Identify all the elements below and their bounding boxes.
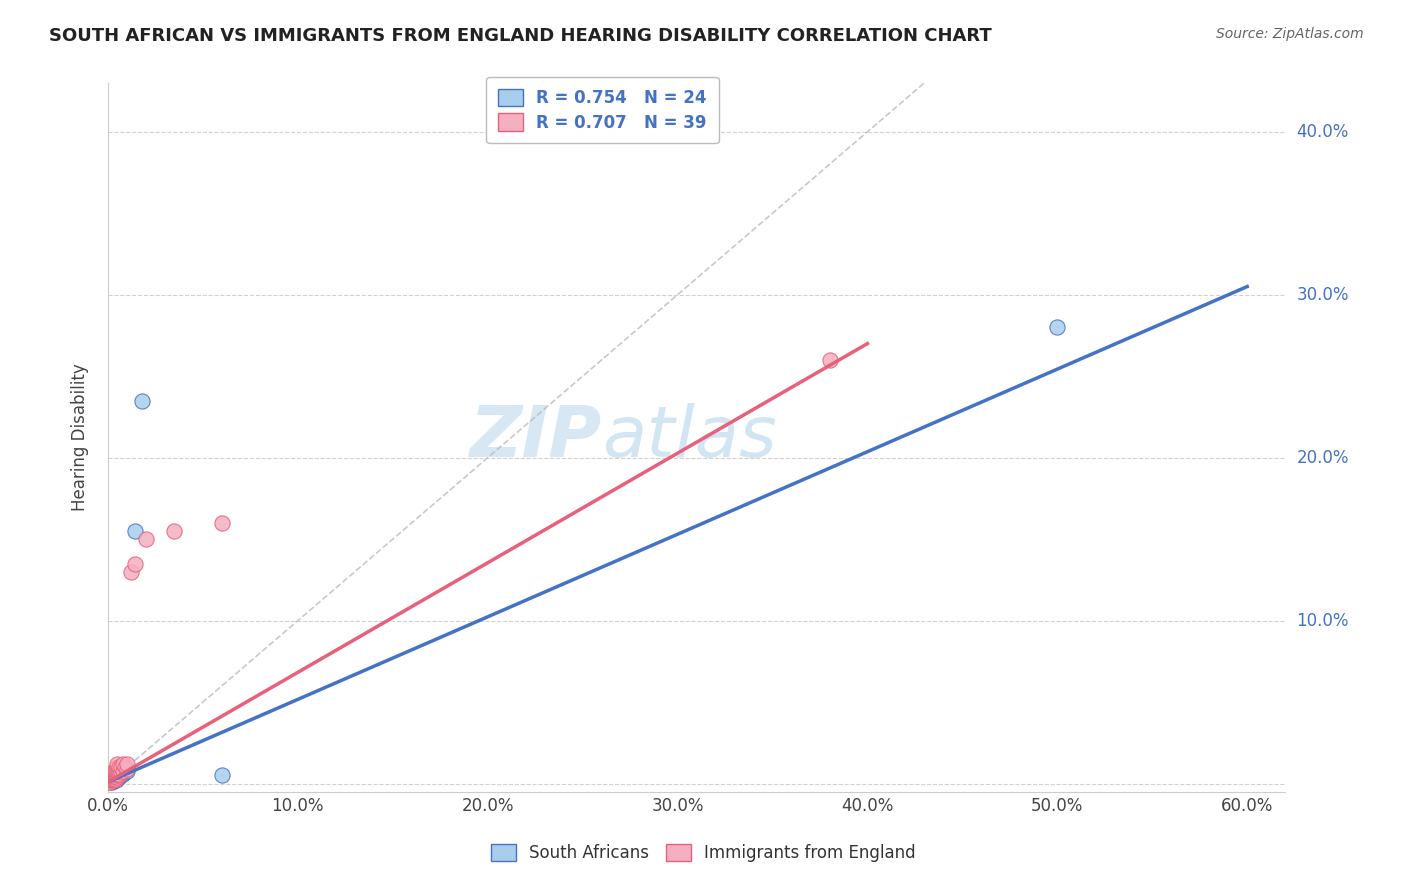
Point <box>110 768 132 782</box>
Point <box>108 766 131 780</box>
Point <box>115 756 138 771</box>
Point <box>103 773 125 788</box>
Text: 30.0%: 30.0% <box>1296 285 1348 303</box>
Point <box>112 756 135 771</box>
Point <box>114 765 136 780</box>
Point <box>112 766 135 780</box>
Point <box>107 768 129 782</box>
Point <box>108 764 131 778</box>
Point <box>98 775 121 789</box>
Point <box>103 773 125 788</box>
Point <box>104 766 127 780</box>
Point <box>114 760 136 774</box>
Point <box>108 768 131 782</box>
Point <box>104 762 127 776</box>
Point <box>108 766 131 780</box>
Point <box>103 766 125 780</box>
Point <box>108 760 131 774</box>
Point <box>112 764 135 778</box>
Point <box>101 768 124 782</box>
Point <box>104 773 127 788</box>
Point <box>104 765 127 780</box>
Point <box>107 766 129 780</box>
Text: 10.0%: 10.0% <box>1296 612 1348 630</box>
Point <box>98 773 121 788</box>
Point <box>101 772 124 786</box>
Point <box>101 770 124 784</box>
Point <box>103 770 125 784</box>
Point <box>115 762 138 776</box>
Point <box>103 768 125 782</box>
Point <box>107 768 129 782</box>
Point <box>818 352 841 367</box>
Point <box>115 764 138 778</box>
Point <box>124 524 146 538</box>
Point <box>103 764 125 778</box>
Point <box>107 756 129 771</box>
Text: atlas: atlas <box>602 403 778 472</box>
Point <box>211 516 233 530</box>
Text: SOUTH AFRICAN VS IMMIGRANTS FROM ENGLAND HEARING DISABILITY CORRELATION CHART: SOUTH AFRICAN VS IMMIGRANTS FROM ENGLAND… <box>49 27 993 45</box>
Text: 20.0%: 20.0% <box>1296 449 1348 467</box>
Point <box>101 772 124 786</box>
Legend: R = 0.754   N = 24, R = 0.707   N = 39: R = 0.754 N = 24, R = 0.707 N = 39 <box>486 77 718 144</box>
Legend: South Africans, Immigrants from England: South Africans, Immigrants from England <box>482 836 924 871</box>
Point <box>120 565 142 579</box>
Point <box>104 770 127 784</box>
Point <box>104 772 127 786</box>
Point <box>101 775 124 789</box>
Point <box>98 775 121 789</box>
Point <box>110 760 132 774</box>
Point <box>211 768 233 782</box>
Point <box>107 772 129 786</box>
Point <box>107 765 129 780</box>
Point <box>112 764 135 778</box>
Point <box>131 393 153 408</box>
Point <box>103 772 125 786</box>
Point <box>101 773 124 788</box>
Text: 40.0%: 40.0% <box>1296 123 1348 141</box>
Point <box>98 773 121 788</box>
Point <box>110 765 132 780</box>
Point <box>107 770 129 784</box>
Point <box>135 532 157 546</box>
Point <box>104 768 127 782</box>
Point <box>107 760 129 774</box>
Point <box>1046 320 1069 334</box>
Point <box>108 770 131 784</box>
Point <box>103 772 125 786</box>
Point <box>104 770 127 784</box>
Point <box>124 557 146 571</box>
Point <box>101 770 124 784</box>
Text: Source: ZipAtlas.com: Source: ZipAtlas.com <box>1216 27 1364 41</box>
Y-axis label: Hearing Disability: Hearing Disability <box>72 363 89 511</box>
Point <box>98 772 121 786</box>
Point <box>163 524 186 538</box>
Text: ZIP: ZIP <box>470 403 602 472</box>
Point <box>107 764 129 778</box>
